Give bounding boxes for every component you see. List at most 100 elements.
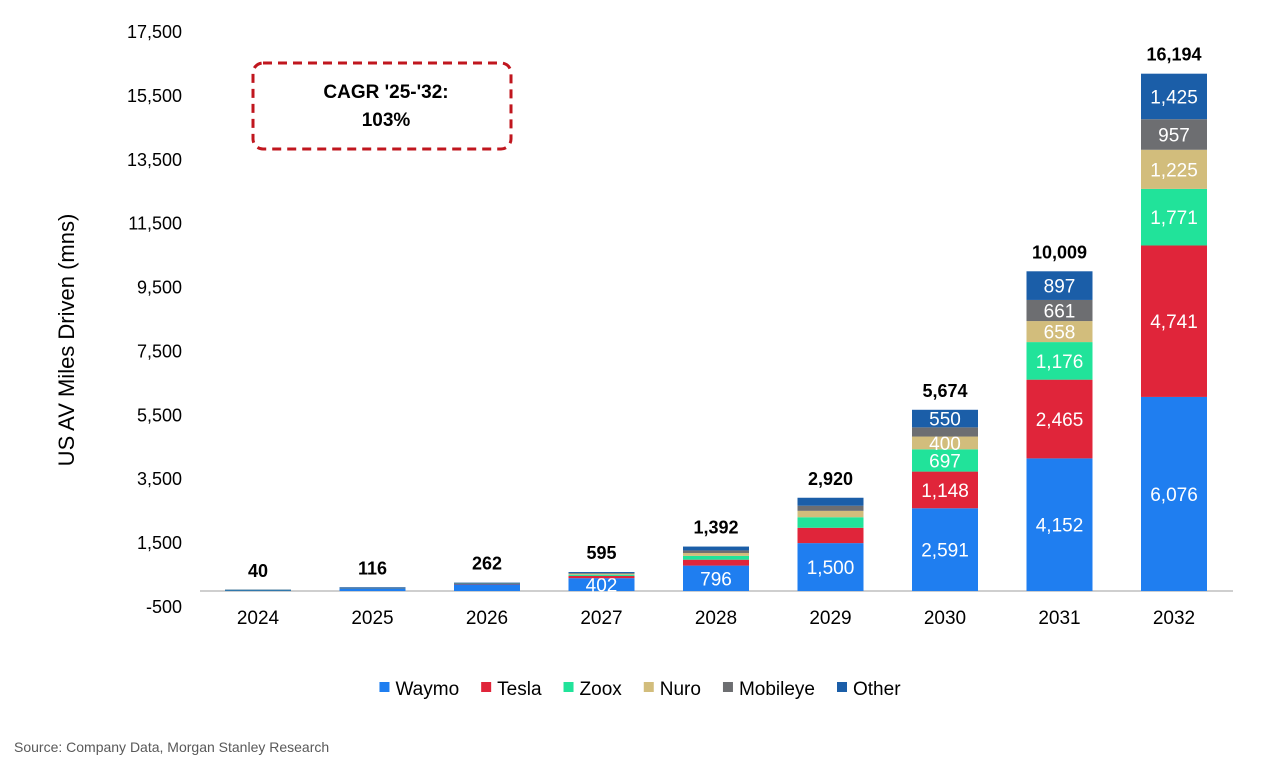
segment-value-label: 550 [929,410,961,431]
y-tick-label: 7,500 [137,341,182,361]
bar-segment-nuro [683,552,749,556]
y-tick-label: 5,500 [137,405,182,425]
cagr-annotation-line2: 103% [362,110,411,131]
legend-swatch-tesla [481,682,492,692]
segment-value-label: 957 [1158,125,1190,146]
segment-value-label: 658 [1044,323,1076,344]
x-tick-label: 2026 [466,608,508,629]
bar-segment-waymo [454,584,520,592]
segment-value-label: 402 [586,576,618,597]
bar-segment-zoox [568,574,635,576]
bar-segment-zoox [1026,342,1093,380]
legend-swatch-waymo [379,682,390,692]
segment-value-label: 796 [700,569,732,590]
bar-total-label: 2,920 [808,469,853,489]
segment-value-label: 2,465 [1036,410,1084,431]
x-tick-label: 2027 [580,608,622,629]
bar-segment-other [797,497,864,506]
y-tick-label: 9,500 [137,278,182,298]
segment-value-label: 6,076 [1150,485,1198,506]
segment-value-label: 1,225 [1150,160,1198,181]
bar-total-label: 10,009 [1032,242,1087,262]
x-tick-label: 2029 [809,608,851,629]
bar-total-label: 116 [358,558,387,578]
bar-segment-tesla [1026,379,1093,459]
bar-segment-waymo [568,578,635,592]
bar-segment-tesla [912,471,978,509]
bar-segment-waymo [683,565,749,592]
x-tick-label: 2030 [924,608,966,629]
bar-segment-other [683,546,749,551]
bar-segment-mobileye [1026,299,1093,322]
segment-value-label: 400 [929,434,961,455]
bar-totals: 40 116 262 595 1,392 2,920 5,674 10,009 16,194 [248,45,1202,581]
bar-segment-zoox [683,555,749,560]
segment-value-label: 697 [929,451,961,472]
bar-segment-other [1141,73,1207,120]
segment-value-label: 4,741 [1150,312,1198,333]
bar-segment-other [339,587,406,589]
segment-value-label: 661 [1044,302,1076,323]
legend-swatch-nuro [643,682,654,692]
y-axis-ticks: -500 1,500 3,500 5,500 7,500 9,500 11,500 13,50… [127,22,182,617]
bar-segment-mobileye [912,427,978,437]
y-tick-label: 17,500 [127,22,182,42]
segment-value-label: 2,591 [921,541,969,562]
bar-segment-mobileye [568,572,635,574]
x-tick-label: 2032 [1153,608,1195,629]
segment-value-label: 1,148 [921,481,969,502]
bar-total-label: 16,194 [1146,45,1201,65]
bar-segment-nuro [797,510,864,518]
cagr-annotation-line1: CAGR '25-'32: [323,82,448,103]
bar-segment-zoox [797,517,864,528]
bar-segment-tesla [683,559,749,566]
bar-segment-waymo [339,587,406,592]
bar-segment-nuro [912,436,978,450]
y-tick-label: -500 [146,597,182,617]
segment-value-label: 1,500 [807,558,855,579]
y-tick-label: 15,500 [127,86,182,106]
bar-segment-tesla [1141,245,1207,397]
bar-segment-other [454,582,520,584]
legend: Waymo Tesla Zoox Nuro Mobileye Other [379,679,901,700]
bar-segment-zoox [1141,188,1207,246]
y-tick-label: 13,500 [127,150,182,170]
bar-segment-nuro [568,573,635,575]
segment-value-label: 1,771 [1150,208,1198,229]
bar-segment-mobileye [797,505,864,511]
bar-segment-zoox [912,449,978,472]
source-note: Source: Company Data, Morgan Stanley Res… [14,739,330,755]
bar-segment-nuro [1141,149,1207,189]
segment-value-label: 1,176 [1036,352,1084,373]
bar-segment-nuro [1026,321,1093,343]
y-tick-label: 3,500 [137,469,182,489]
y-tick-label: 1,500 [137,533,182,553]
legend-swatch-mobileye [722,682,733,692]
bar-total-label: 262 [472,554,502,574]
x-tick-label: 2028 [695,608,737,629]
cagr-annotation-border [251,61,513,151]
bar-segment-waymo [1141,396,1207,592]
legend-swatch-other [837,682,848,692]
segment-value-label: 897 [1044,277,1076,298]
bar-total-label: 595 [586,543,616,563]
x-axis-ticks: 2024 2025 2026 2027 2028 2029 2030 2031 2032 [237,608,1195,629]
legend-label-waymo: Waymo [395,679,459,700]
legend-label-nuro: Nuro [660,679,701,700]
bar-segment-other [912,409,978,428]
legend-label-other: Other [853,679,901,700]
cagr-annotation: CAGR '25-'32: 103% [251,61,513,151]
bar-segment-waymo [912,508,978,592]
bar-total-label: 5,674 [922,381,967,401]
legend-swatch-zoox [563,682,574,692]
bar-segment-tesla [797,527,864,544]
legend-label-tesla: Tesla [497,679,542,700]
bar-segment-waymo [797,543,864,592]
y-tick-label: 11,500 [128,214,182,234]
bar-segment-other [568,572,635,573]
bar-total-label: 1,392 [693,518,738,538]
bar-segment-mobileye [683,550,749,553]
x-tick-label: 2025 [351,608,393,629]
